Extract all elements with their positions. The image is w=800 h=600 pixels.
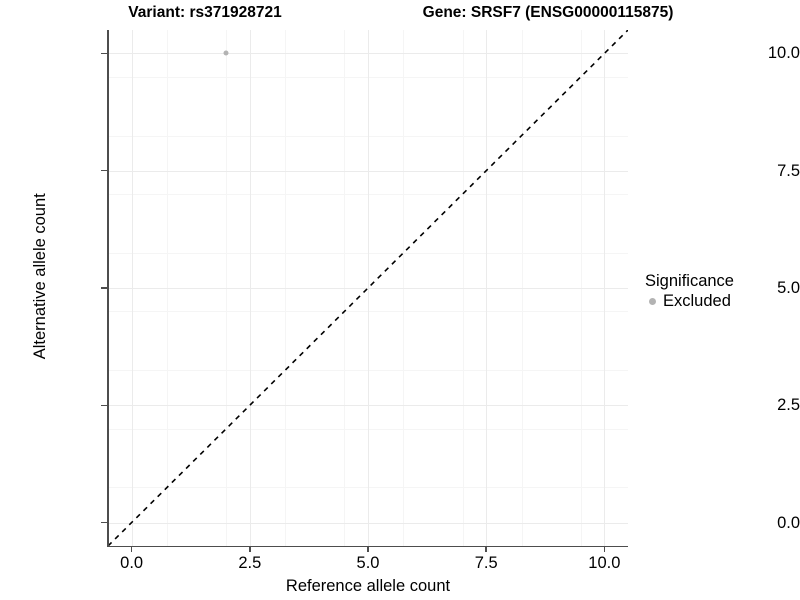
x-tick-mark: [367, 546, 369, 552]
y-tick-mark: [101, 404, 107, 406]
horizontal-gridline: [108, 522, 628, 524]
y-axis-line: [107, 30, 109, 547]
y-tick-label: 10.0: [767, 44, 800, 63]
data-point[interactable]: [223, 50, 229, 56]
legend-key-icon: [649, 298, 656, 306]
x-tick-mark: [603, 546, 606, 552]
x-axis-label: Reference allele count: [285, 577, 451, 595]
legend-item-excluded[interactable]: Excluded: [649, 293, 734, 310]
legend-title: Significance: [645, 272, 734, 290]
horizontal-gridline: [108, 405, 628, 407]
y-tick-label: 2.5: [777, 396, 800, 415]
horizontal-gridline: [108, 288, 628, 289]
y-tick-mark: [101, 170, 107, 172]
y-tick-label: 0.0: [777, 513, 800, 532]
x-tick-label: 0.0: [120, 554, 144, 572]
horizontal-gridline: [108, 53, 628, 55]
y-tick-label: 7.5: [777, 161, 800, 180]
y-axis-label: Alternative allele count: [30, 193, 49, 360]
legend-item-label: Excluded: [663, 292, 731, 311]
y-tick-mark: [101, 287, 107, 289]
variant-title: Variant: rs371928721: [128, 4, 282, 21]
x-tick-label: 5.0: [356, 554, 380, 572]
x-tick-label: 10.0: [588, 554, 621, 572]
legend: Significance Excluded: [645, 272, 734, 310]
y-tick-mark: [101, 52, 107, 55]
plot-panel: [108, 30, 628, 546]
x-tick-mark: [249, 546, 251, 552]
y-tick-label: 5.0: [777, 279, 800, 297]
x-tick-label: 2.5: [238, 554, 262, 572]
x-tick-mark: [130, 546, 133, 552]
x-tick-mark: [485, 546, 487, 552]
horizontal-gridline: [108, 170, 628, 172]
y-tick-mark: [101, 521, 107, 524]
x-tick-label: 7.5: [474, 554, 498, 572]
gene-title: Gene: SRSF7 (ENSG00000115875): [422, 4, 674, 21]
